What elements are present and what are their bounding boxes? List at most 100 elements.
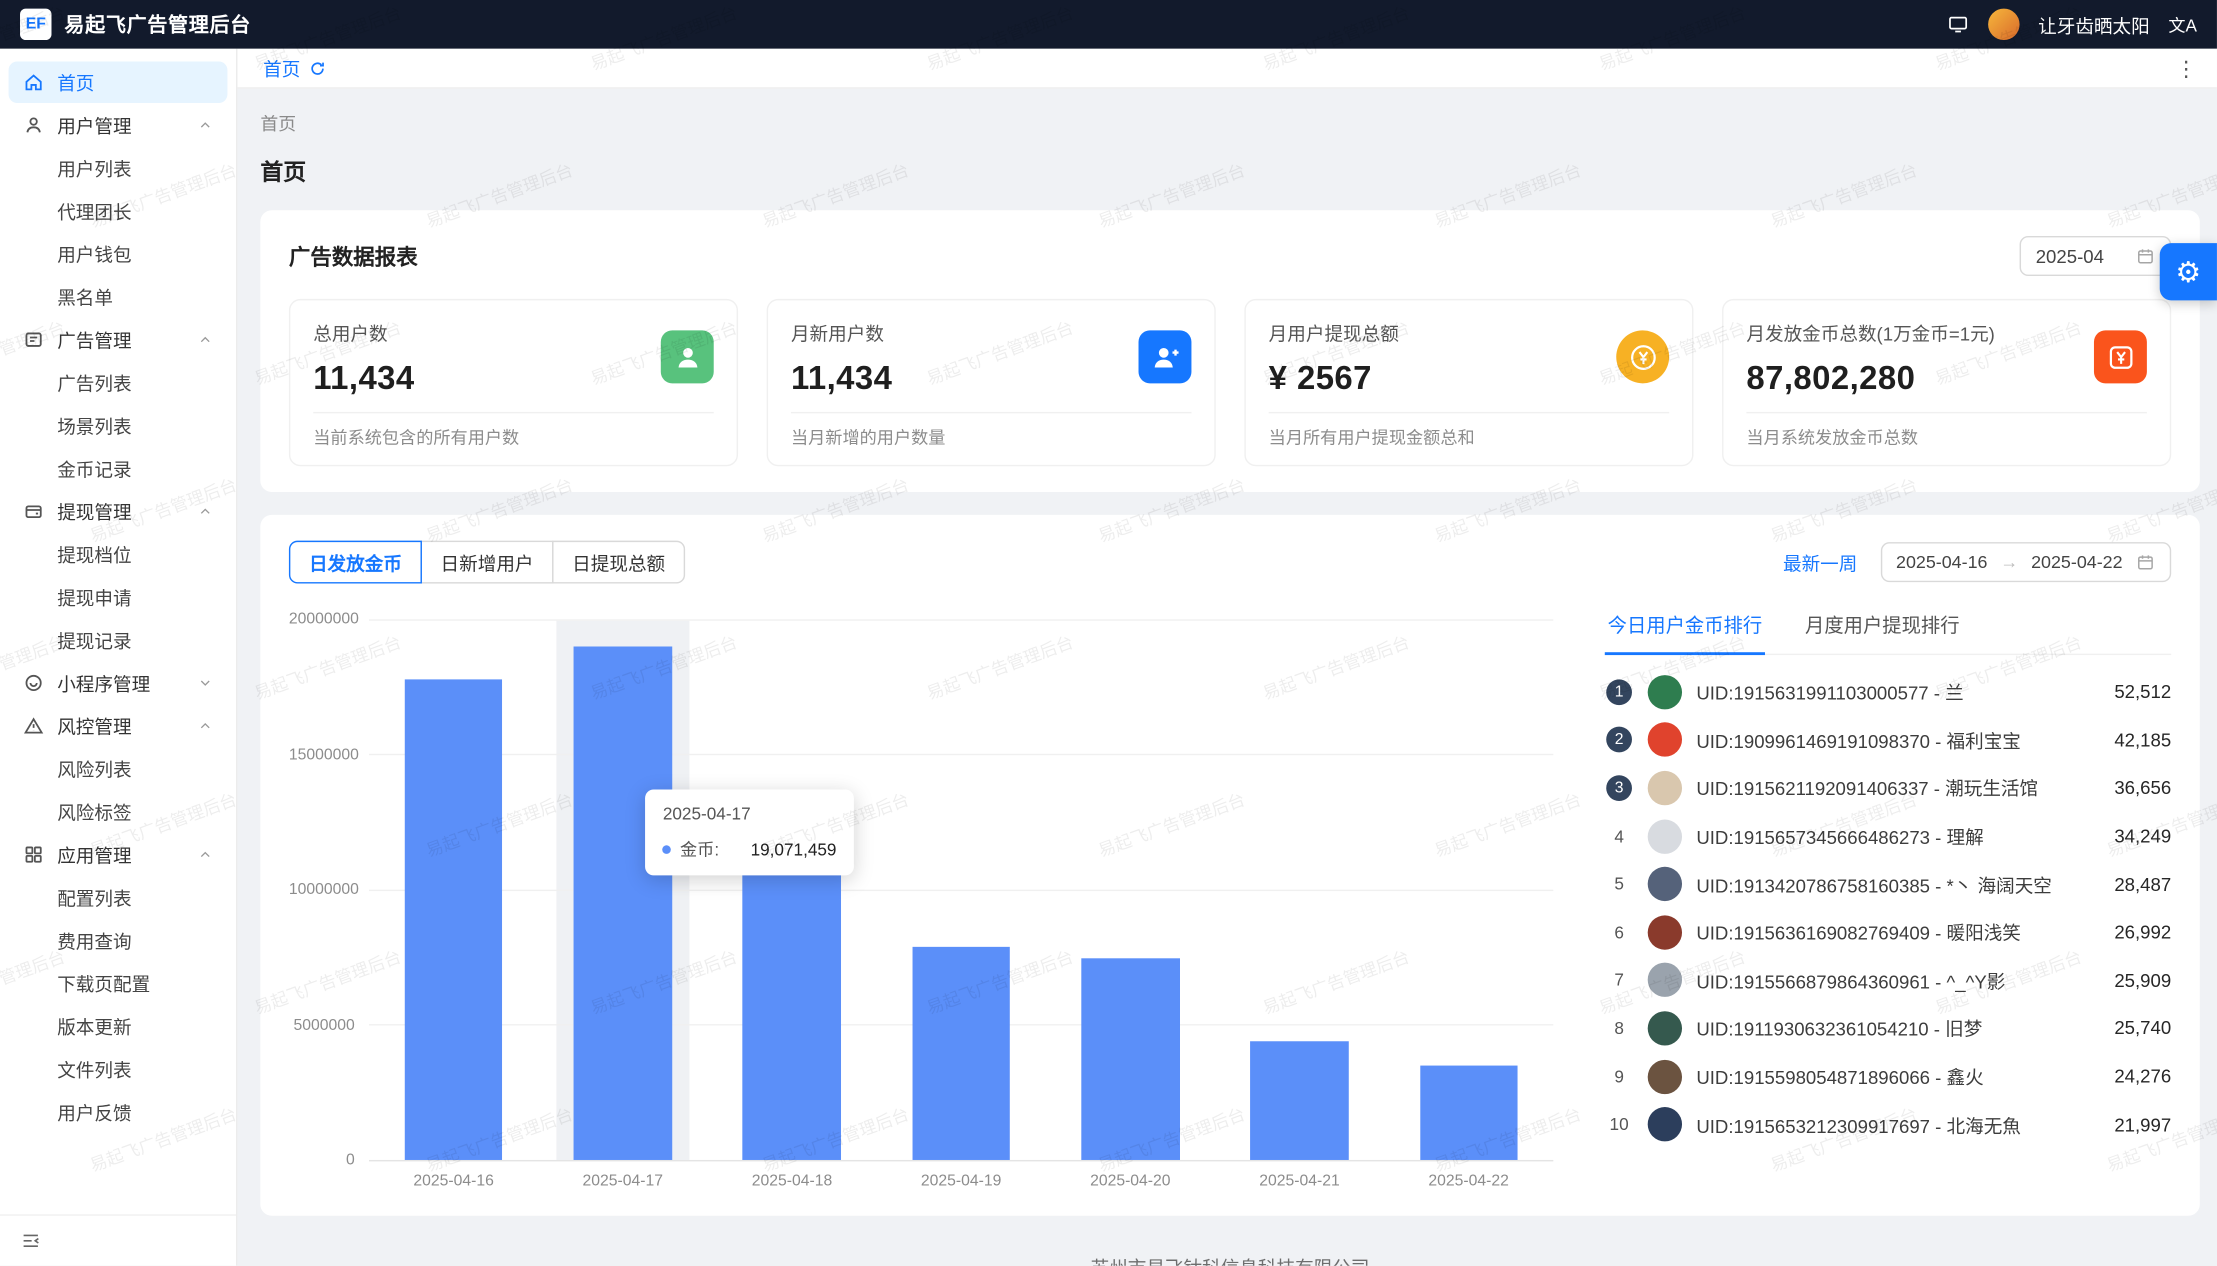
sidebar-subitem[interactable]: 代理团长 bbox=[9, 190, 228, 231]
ranking-row[interactable]: 3 UID:1915621192091406337 - 潮玩生活馆 36,656 bbox=[1605, 764, 2171, 812]
chart-bar[interactable] bbox=[573, 645, 672, 1160]
ranking-row[interactable]: 9 UID:1915598054871896066 - 鑫火 24,276 bbox=[1605, 1052, 2171, 1100]
avatar bbox=[1647, 674, 1683, 710]
chart-column[interactable] bbox=[1215, 621, 1384, 1160]
sidebar-subitem[interactable]: 文件列表 bbox=[9, 1048, 228, 1089]
avatar bbox=[1647, 867, 1683, 902]
screen-share-icon[interactable] bbox=[1947, 13, 1970, 36]
refresh-icon[interactable] bbox=[309, 59, 326, 76]
settings-gear-button[interactable]: ⚙ bbox=[2159, 243, 2217, 301]
chart-column[interactable] bbox=[538, 620, 707, 1160]
calendar-icon bbox=[2135, 246, 2155, 266]
month-picker[interactable]: 2025-04 bbox=[2019, 235, 2172, 277]
breadcrumb: 首页 bbox=[260, 114, 297, 135]
chart-toolbar: 日发放金币 日新增用户 日提现总额 最新一周 2025-04-16 → 2025… bbox=[288, 540, 2172, 584]
tab-today-coin-ranking[interactable]: 今日用户金币排行 bbox=[1604, 598, 1765, 656]
chart-columns bbox=[369, 620, 1553, 1160]
ranking-row[interactable]: 6 UID:1915636169082769409 - 暖阳浅笑 26,992 bbox=[1605, 908, 2171, 956]
chart-bar[interactable] bbox=[1419, 1065, 1518, 1160]
sidebar-item-label: 广告管理 bbox=[57, 330, 132, 352]
rank-badge: 3 bbox=[1606, 775, 1632, 801]
ranking-row[interactable]: 7 UID:1915566879864360961 - ^_^Y影 25,909 bbox=[1605, 956, 2171, 1004]
sidebar-item-home[interactable]: 首页 bbox=[8, 61, 228, 103]
sidebar-subitem-label: 配置列表 bbox=[57, 888, 132, 910]
sidebar-item-withdraw[interactable]: 提现管理 bbox=[9, 491, 228, 532]
ranking-row[interactable]: 10 UID:1915653212309917697 - 北海无魚 21,997 bbox=[1605, 1100, 2171, 1148]
ranking-row[interactable]: 5 UID:1913420786758160385 - *丶 海阔天空 28,487 bbox=[1605, 860, 2171, 908]
tab-home[interactable]: 首页 bbox=[263, 54, 326, 81]
sidebar-subitem[interactable]: 黑名单 bbox=[9, 276, 228, 317]
stat-texts: 月发放金币总数(1万金币=1元) 87,802,280 bbox=[1746, 319, 1994, 398]
sidebar-subitem[interactable]: 提现记录 bbox=[9, 619, 228, 660]
sidebar-item-risk[interactable]: 风控管理 bbox=[9, 705, 228, 746]
range-start[interactable]: 2025-04-16 bbox=[1895, 552, 1988, 573]
sidebar-item-label: 应用管理 bbox=[57, 845, 132, 867]
date-range-picker[interactable]: 2025-04-16 → 2025-04-22 bbox=[1880, 542, 2172, 583]
chart-bar[interactable] bbox=[1250, 1041, 1349, 1160]
user-icon bbox=[23, 114, 44, 135]
sidebar-subitem[interactable]: 风险列表 bbox=[9, 748, 228, 789]
sidebar-subitem[interactable]: 金币记录 bbox=[9, 448, 228, 489]
chart-tooltip: 2025-04-17 金币: 19,071,459 bbox=[645, 789, 854, 876]
chart-column[interactable] bbox=[1046, 621, 1215, 1160]
sidebar-subitem[interactable]: 风险标签 bbox=[9, 791, 228, 832]
sidebar-item-ad[interactable]: 广告管理 bbox=[9, 319, 228, 360]
range-end[interactable]: 2025-04-22 bbox=[2031, 552, 2123, 573]
sidebar-subitem[interactable]: 广告列表 bbox=[9, 362, 228, 403]
sidebar-subitem[interactable]: 用户列表 bbox=[9, 147, 228, 188]
arrow-right-icon: → bbox=[2000, 552, 2019, 573]
ranking-row[interactable]: 4 UID:1915657345666486273 - 理解 34,249 bbox=[1605, 812, 2171, 860]
miniapp-icon bbox=[23, 672, 44, 693]
ranking-row[interactable]: 8 UID:1911930632361054210 - 旧梦 25,740 bbox=[1605, 1004, 2171, 1052]
tab-daily-coins[interactable]: 日发放金币 bbox=[288, 540, 422, 584]
y-axis-label: 5000000 bbox=[293, 1016, 355, 1034]
sidebar-subitem[interactable]: 下载页配置 bbox=[9, 963, 228, 1004]
chevron-up-icon bbox=[197, 718, 213, 734]
chart-bar[interactable] bbox=[1081, 957, 1180, 1160]
chart-bar[interactable] bbox=[404, 680, 503, 1160]
tab-daily-new-users[interactable]: 日新增用户 bbox=[420, 540, 554, 584]
chart-column[interactable] bbox=[369, 621, 538, 1160]
stat-label: 月新用户数 bbox=[790, 323, 884, 345]
content-area[interactable]: 首页 首页 广告数据报表 2025-04 bbox=[237, 89, 2217, 1266]
chart-column[interactable] bbox=[1384, 621, 1553, 1160]
sidebar-subitem[interactable]: 提现档位 bbox=[9, 534, 228, 575]
sidebar-subitem[interactable]: 版本更新 bbox=[9, 1006, 228, 1047]
sidebar-subitem[interactable]: 用户反馈 bbox=[9, 1091, 228, 1132]
sidebar-subitem[interactable]: 配置列表 bbox=[9, 877, 228, 918]
chart-bar[interactable] bbox=[912, 946, 1011, 1160]
menu-fold-icon[interactable] bbox=[20, 1230, 41, 1251]
sidebar-item-miniapp[interactable]: 小程序管理 bbox=[9, 662, 228, 703]
ranking-row[interactable]: 2 UID:1909961469191098370 - 福利宝宝 42,185 bbox=[1605, 716, 2171, 764]
chart-bar[interactable] bbox=[742, 860, 842, 1160]
user-add-icon bbox=[1138, 330, 1192, 384]
chart-plot: 2025-04-17 金币: 19,071,459 bbox=[369, 619, 1554, 1162]
stat-card-total-users: 总用户数 11,434 当前系统包含的所有用户数 bbox=[288, 298, 739, 467]
sidebar-item-apps[interactable]: 应用管理 bbox=[9, 834, 228, 875]
avatar bbox=[1647, 818, 1683, 854]
ranking-user: UID:1913420786758160385 - *丶 海阔天空 bbox=[1696, 874, 2052, 897]
user-avatar[interactable] bbox=[1988, 8, 2020, 41]
sidebar-subitem[interactable]: 提现申请 bbox=[9, 576, 228, 617]
latest-week-link[interactable]: 最新一周 bbox=[1782, 552, 1858, 575]
tab-month-withdraw-ranking[interactable]: 月度用户提现排行 bbox=[1805, 615, 1960, 637]
stat-caption: 当前系统包含的所有用户数 bbox=[313, 427, 520, 448]
rank-badge: 1 bbox=[1606, 679, 1632, 705]
more-icon[interactable]: ⋮ bbox=[2175, 56, 2197, 81]
stat-top: 月用户提现总额 ¥ 2567 bbox=[1269, 319, 1670, 398]
month-picker-value: 2025-04 bbox=[2035, 245, 2104, 267]
avatar bbox=[1647, 770, 1683, 806]
chart-column[interactable] bbox=[707, 621, 876, 1160]
sidebar-subitem[interactable]: 用户钱包 bbox=[9, 233, 228, 274]
chart-column[interactable] bbox=[877, 621, 1046, 1160]
sidebar-subitem-label: 提现申请 bbox=[57, 587, 132, 610]
ranking-row[interactable]: 1 UID:1915631991103000577 - 兰 52,512 bbox=[1605, 668, 2171, 716]
user-name[interactable]: 让牙齿晒太阳 bbox=[2038, 15, 2150, 37]
stat-label: 总用户数 bbox=[313, 323, 388, 345]
sidebar-item-user[interactable]: 用户管理 bbox=[9, 104, 228, 145]
sidebar-subitem[interactable]: 场景列表 bbox=[9, 405, 228, 446]
translate-icon[interactable]: 文A bbox=[2168, 15, 2197, 36]
stat-texts: 月新用户数 11,434 bbox=[791, 319, 892, 398]
tab-daily-withdraw[interactable]: 日提现总额 bbox=[552, 540, 686, 584]
sidebar-subitem[interactable]: 费用查询 bbox=[9, 920, 228, 961]
